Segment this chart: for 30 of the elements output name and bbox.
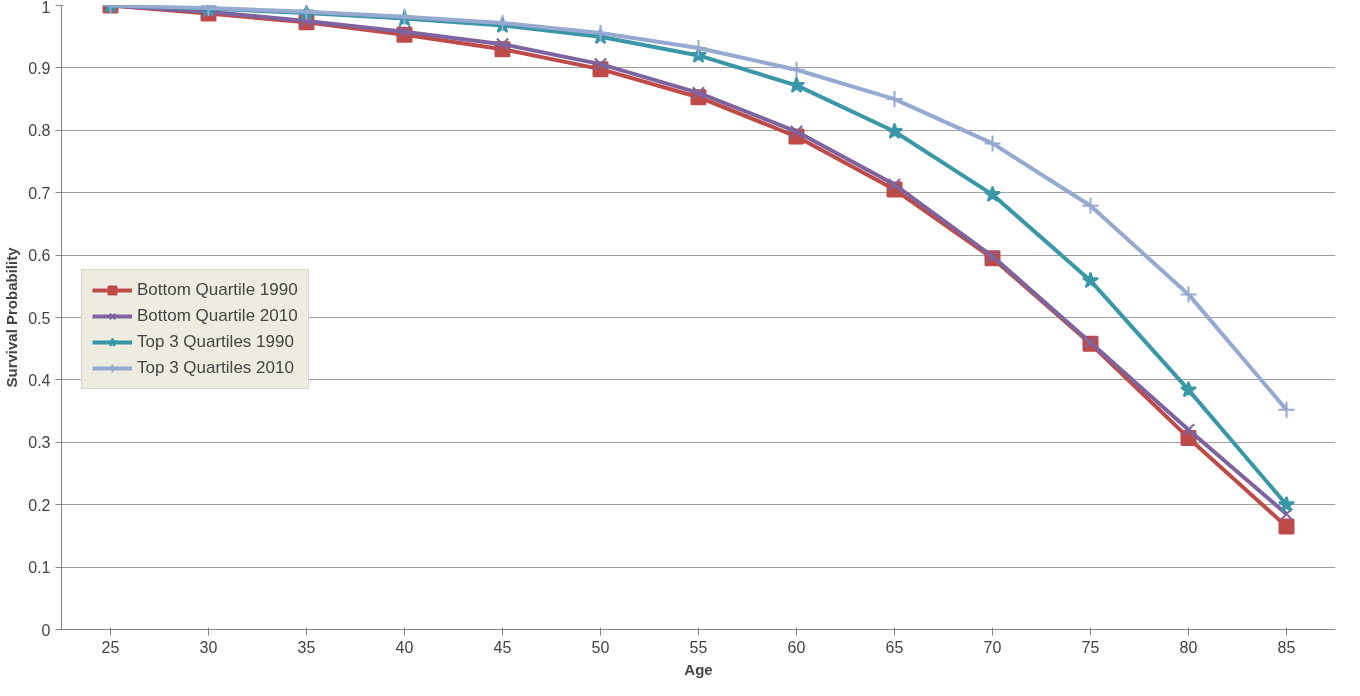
x-tick-label: 50 xyxy=(591,638,610,656)
legend-label: Top 3 Quartiles 2010 xyxy=(137,358,294,378)
x-tick-label: 80 xyxy=(1179,638,1198,656)
x-tick-label: 85 xyxy=(1277,638,1296,656)
x-tick-label: 55 xyxy=(689,638,708,656)
x-tick-label: 70 xyxy=(983,638,1002,656)
y-tick-label: 0.8 xyxy=(28,122,51,140)
x-tick-label: 25 xyxy=(101,638,120,656)
y-tick-label: 0.7 xyxy=(28,184,51,202)
y-tick-label: 0.6 xyxy=(28,247,51,265)
x-axis-title: Age xyxy=(684,660,713,678)
x-tick-label: 75 xyxy=(1081,638,1100,656)
x-tick-label: 35 xyxy=(297,638,316,656)
y-tick-label: 0.9 xyxy=(28,59,51,77)
x-tick-label: 40 xyxy=(395,638,414,656)
y-tick-label: 0.2 xyxy=(28,496,51,514)
legend-label: Bottom Quartile 2010 xyxy=(137,306,298,326)
y-tick-label: 0 xyxy=(41,621,51,639)
legend-label: Top 3 Quartiles 1990 xyxy=(137,332,294,352)
y-tick-label: 0.4 xyxy=(28,371,51,389)
y-tick-label: 0.1 xyxy=(28,559,51,577)
y-tick-label: 0.5 xyxy=(28,309,51,327)
legend-label: Bottom Quartile 1990 xyxy=(137,280,298,300)
y-axis-title: Survival Probability xyxy=(3,246,21,388)
x-tick-label: 65 xyxy=(885,638,904,656)
y-tick-label: 1 xyxy=(41,0,51,16)
y-tick-label: 0.3 xyxy=(28,434,51,452)
x-tick-label: 45 xyxy=(493,638,512,656)
x-tick-label: 60 xyxy=(787,638,806,656)
x-tick-label: 30 xyxy=(199,638,218,656)
